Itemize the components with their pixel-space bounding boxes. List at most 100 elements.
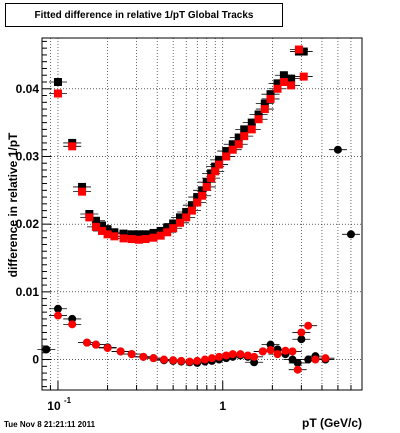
data-point [207,174,216,183]
data-point [97,221,106,230]
data-point [97,226,106,235]
data-point [207,354,216,363]
data-point [222,152,231,161]
data-point [110,232,119,241]
data-point [119,234,128,243]
data-point [236,350,245,359]
data-point [82,338,91,347]
data-point [156,231,165,240]
data-point [293,358,302,367]
data-point [182,213,191,222]
data-point [185,357,194,366]
data-point [116,347,125,356]
data-point [134,235,143,244]
data-point [53,89,62,98]
data-point [299,47,308,56]
data-point [215,160,224,169]
x-tick-label: 1 [219,399,226,413]
y-tick-label: 0.04 [16,82,40,96]
data-point [68,142,77,151]
data-point [297,335,306,344]
data-point [222,351,231,360]
data-point [266,90,275,99]
data-point [215,352,224,361]
data-point [163,223,172,232]
y-tick-label: 0 [32,353,39,367]
data-point [91,222,100,231]
y-tick-label: 0.03 [16,149,40,163]
data-point [228,350,237,359]
data-point [202,182,211,191]
timestamp-footer: Tue Nov 8 21:21:11 2011 [4,420,96,429]
data-point [42,345,51,354]
data-point [141,230,150,239]
data-point [159,355,168,364]
data-point [198,186,207,195]
data-point [198,191,207,200]
data-point [141,235,150,244]
data-point [228,140,237,149]
data-point [234,140,243,149]
data-point [163,228,172,237]
data-point [134,230,143,239]
data-point [266,94,275,103]
y-axis: 0 0.01 0.02 0.03 0.04 [16,40,51,388]
data-point [304,355,313,364]
data-points [42,45,355,374]
data-point [299,72,308,81]
data-point [333,145,342,154]
data-point [215,155,224,164]
data-point [182,207,191,216]
data-point [304,321,313,330]
data-point [260,105,269,114]
data-point [68,320,77,329]
data-point [187,201,196,210]
data-point [169,219,178,228]
data-point [279,71,288,80]
data-point [240,132,249,141]
data-point [127,350,136,359]
data-point [281,346,290,355]
data-point [293,365,302,374]
data-point [279,78,288,86]
data-point [254,115,263,124]
data-point [250,352,259,361]
data-point [78,187,87,196]
data-point [258,347,267,356]
data-point [321,354,330,363]
data-point [243,351,252,360]
x-axis-title: pT (GeV/c) [302,416,362,430]
data-point [103,225,112,234]
data-point [346,230,355,239]
data-point [156,226,165,235]
data-point [110,228,119,237]
data-point [149,228,158,237]
x-axis: 10 -1 1 [41,381,363,413]
data-point [254,110,263,119]
data-point [273,350,282,359]
data-point [240,125,249,134]
data-point [175,213,184,222]
data-point [175,218,184,227]
data-point [222,147,231,156]
data-point [202,178,211,187]
data-point [53,304,62,313]
data-point [119,229,128,238]
data-point [260,99,269,108]
data-point [247,118,256,127]
data-point [247,125,256,134]
data-point [287,81,296,90]
y-axis-title: difference in relative 1/pT [6,132,20,277]
data-point [187,206,196,215]
data-point [149,233,158,242]
data-point [211,167,220,176]
data-point [228,145,237,154]
data-point [266,346,275,355]
data-point [53,78,62,86]
data-point [91,340,100,349]
data-point [288,347,297,356]
data-point [294,45,303,54]
chart-title-box: Fitted difference in relative 1/pT Globa… [5,3,283,27]
y-tick-label: 0.02 [16,217,40,231]
